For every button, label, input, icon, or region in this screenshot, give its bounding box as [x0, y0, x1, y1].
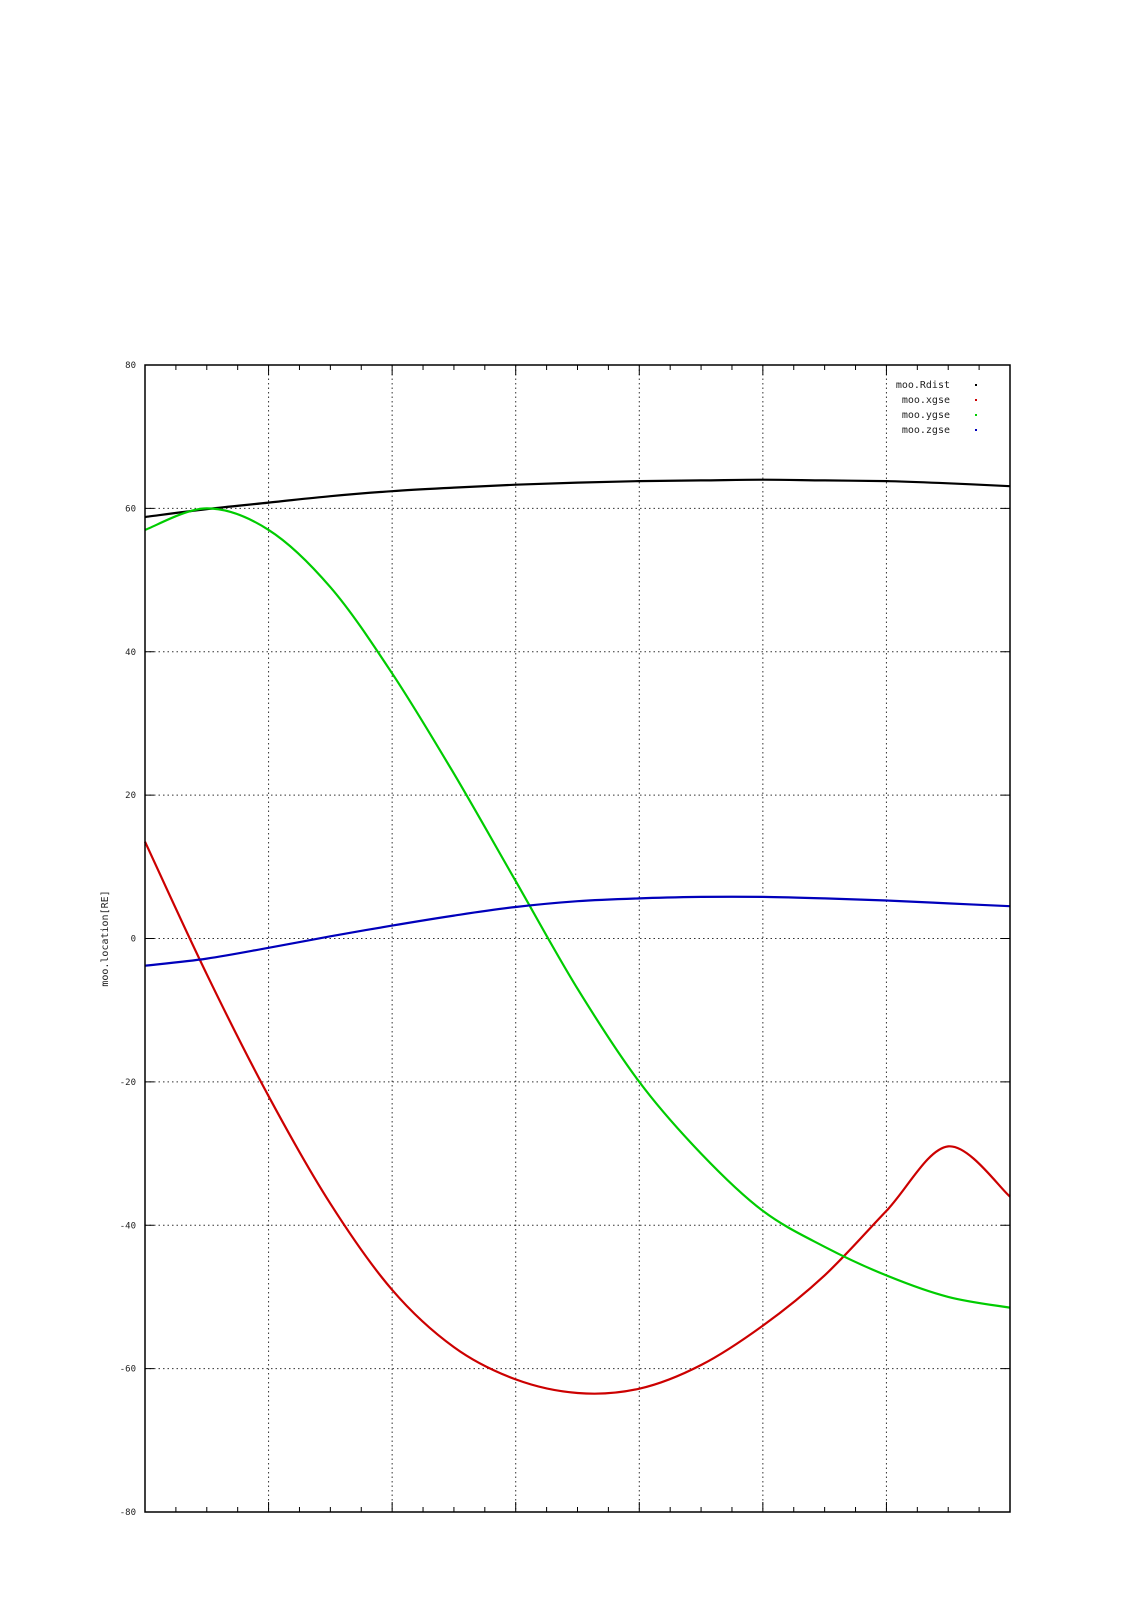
y-axis-title: moo.location[RE] — [100, 890, 111, 986]
series-line-moo-ygse — [144, 507, 1011, 1309]
y-tick-label: 80 — [125, 361, 136, 371]
y-tick-label: 40 — [125, 648, 136, 658]
legend-label: moo.xgse — [902, 395, 950, 406]
legend-swatch — [975, 429, 977, 431]
legend-swatch — [975, 414, 977, 416]
y-tick-label: 20 — [125, 791, 136, 801]
legend-label: moo.ygse — [902, 410, 950, 421]
legend: moo.Rdist moo.xgse moo.ygse moo.zgse — [896, 380, 977, 436]
y-tick-label: 60 — [125, 504, 136, 514]
series-line-moo-zgse — [144, 895, 1011, 967]
legend-swatch — [975, 399, 977, 401]
y-tick-label: -60 — [120, 1365, 136, 1375]
legend-label: moo.zgse — [902, 425, 950, 436]
legend-swatch — [975, 384, 977, 386]
y-tick-label: -20 — [120, 1078, 136, 1088]
plot-frame — [144, 364, 1011, 1513]
y-tick-label: 0 — [131, 935, 136, 945]
grid — [145, 365, 1010, 1512]
series-lines — [144, 478, 1011, 1395]
y-tick-labels: -80 -60 -40 -20 0 20 40 60 80 — [120, 361, 136, 1518]
legend-label: moo.Rdist — [896, 380, 950, 391]
series-line-moo-rdist — [144, 478, 1011, 519]
y-tick-label: -80 — [120, 1508, 136, 1518]
series-line-moo-xgse — [144, 841, 1011, 1395]
y-tick-label: -40 — [120, 1221, 136, 1231]
